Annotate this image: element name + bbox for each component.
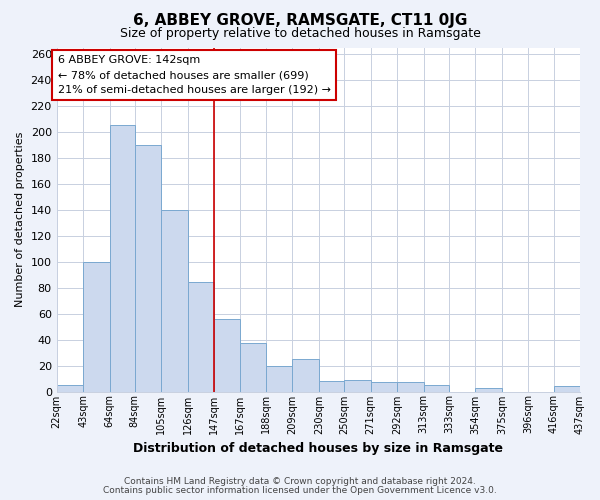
Bar <box>397 382 424 392</box>
Bar <box>344 380 371 392</box>
Bar <box>319 381 344 392</box>
Text: 6 ABBEY GROVE: 142sqm
← 78% of detached houses are smaller (699)
21% of semi-det: 6 ABBEY GROVE: 142sqm ← 78% of detached … <box>58 56 331 95</box>
Bar <box>161 210 188 392</box>
Text: 6, ABBEY GROVE, RAMSGATE, CT11 0JG: 6, ABBEY GROVE, RAMSGATE, CT11 0JG <box>133 12 467 28</box>
Bar <box>475 388 502 392</box>
Text: Contains HM Land Registry data © Crown copyright and database right 2024.: Contains HM Land Registry data © Crown c… <box>124 477 476 486</box>
Bar <box>135 145 161 392</box>
Bar <box>424 385 449 392</box>
Text: Contains public sector information licensed under the Open Government Licence v3: Contains public sector information licen… <box>103 486 497 495</box>
X-axis label: Distribution of detached houses by size in Ramsgate: Distribution of detached houses by size … <box>133 442 503 455</box>
Bar <box>56 385 83 392</box>
Bar <box>188 282 214 392</box>
Bar <box>239 344 266 392</box>
Bar <box>110 126 135 392</box>
Bar <box>214 319 239 392</box>
Bar <box>371 382 397 392</box>
Bar <box>83 262 110 392</box>
Text: Size of property relative to detached houses in Ramsgate: Size of property relative to detached ho… <box>119 28 481 40</box>
Bar <box>292 359 319 392</box>
Y-axis label: Number of detached properties: Number of detached properties <box>15 132 25 307</box>
Bar <box>266 366 292 392</box>
Bar <box>554 386 580 392</box>
